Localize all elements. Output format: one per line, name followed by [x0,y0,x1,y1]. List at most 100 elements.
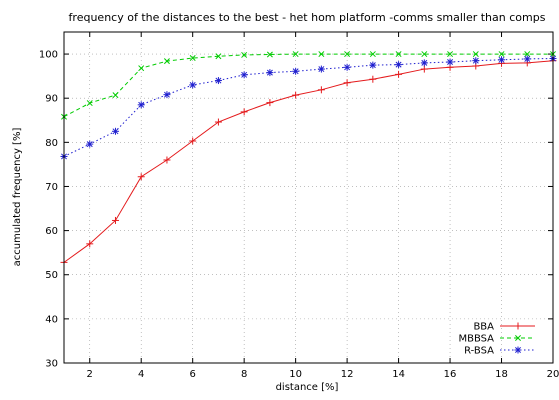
data-point [266,51,273,58]
data-point [240,108,248,116]
series-line [63,53,553,118]
marker-stroke [215,77,222,84]
data-point [86,100,93,107]
data-point [343,79,351,87]
x-tick-label: 2 [87,369,93,380]
x-tick-label: 4 [138,369,144,380]
chart-title: frequency of the distances to the best -… [69,11,546,24]
data-point [292,51,299,58]
data-point [395,70,403,78]
data-point [214,118,222,126]
data-point [344,51,351,58]
y-tick-label: 70 [45,182,58,193]
marker-stroke [138,65,145,72]
data-point [112,92,119,99]
series-line [63,60,554,263]
data-point [317,86,325,94]
marker-stroke [344,64,351,71]
data-point [498,51,505,58]
series-r-bsa [60,54,557,160]
y-tick-label: 90 [45,94,58,105]
marker-stroke [163,91,170,98]
marker-stroke [318,66,325,73]
marker-stroke [395,51,402,58]
data-point [86,240,94,248]
data-point [214,77,222,85]
y-tick-label: 100 [39,50,58,61]
x-tick-label: 12 [341,369,354,380]
data-point [395,61,403,69]
y-axis-label: accumulated frequency [%] [12,128,23,267]
data-point [421,51,428,58]
marker-stroke [163,58,170,65]
x-tick-label: 10 [289,369,302,380]
marker-stroke [241,71,248,78]
data-point [317,65,325,73]
legend-label: BBA [473,322,494,333]
series-bba [60,57,557,266]
marker-stroke [318,51,325,58]
x-tick-label: 18 [495,369,508,380]
legend-label: R-BSA [464,346,494,357]
data-point [343,63,351,71]
marker-stroke [395,61,402,68]
x-tick-label: 16 [444,369,457,380]
plot-frame [63,31,554,364]
marker-stroke [189,55,196,62]
data-point [420,65,428,73]
marker-stroke [498,51,505,58]
marker-stroke [112,92,119,99]
marker-stroke [447,59,454,65]
data-point [241,51,248,58]
axis-ticks: 2 4 6 8 10 12 14 16 18 20 30 40 50 60 70 80 90 100 [39,32,559,380]
marker-stroke [344,51,351,58]
data-point [420,59,428,67]
marker-stroke [369,62,376,69]
marker-stroke [472,57,479,64]
data-point [369,51,376,58]
marker-stroke [266,69,273,76]
x-axis-label: distance [%] [276,382,339,393]
x-tick-label: 6 [189,369,195,380]
marker-stroke [241,51,248,58]
x-tick-label: 14 [392,369,405,380]
marker-stroke [421,51,428,58]
y-tick-label: 50 [45,270,58,281]
series-mbbsa [61,51,556,120]
legend-item: MBBSA [458,334,535,345]
series-line [63,57,554,157]
marker-stroke [292,68,299,75]
data-point [163,91,171,99]
y-tick-label: 60 [45,226,58,237]
x-tick-label: 8 [241,369,247,380]
marker-stroke [112,128,119,135]
marker-stroke [369,51,376,58]
legend-label: MBBSA [458,334,494,345]
data-point [369,61,377,69]
data-point [215,53,222,60]
data-point [292,91,300,99]
data-point [369,75,377,83]
y-tick-label: 80 [45,138,58,149]
data-point [266,69,274,77]
marker-stroke [498,56,505,63]
marker-stroke [421,59,428,66]
data-point [138,65,145,72]
x-tick-label: 20 [547,369,559,380]
data-point [447,51,454,58]
marker-stroke [524,55,531,62]
marker-stroke [447,51,454,58]
legend-item: R-BSA [464,346,535,357]
marker-stroke [515,347,521,353]
data-point [472,57,480,65]
marker-stroke [189,81,196,88]
data-point [292,67,300,75]
data-point [189,81,197,89]
marker-stroke [86,141,93,148]
marker-stroke [266,51,273,58]
data-point [163,156,171,164]
legend-item: BBA [473,322,535,333]
data-point [524,51,531,58]
